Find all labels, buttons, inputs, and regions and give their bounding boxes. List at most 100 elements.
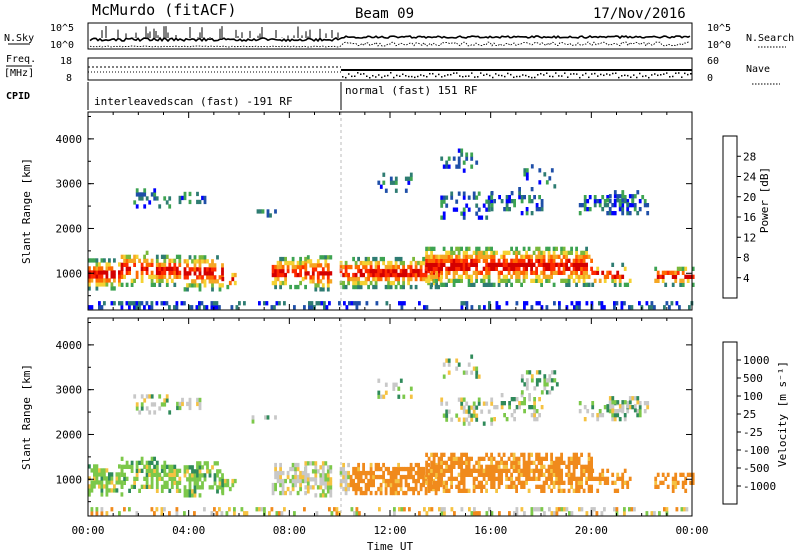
- power-cell: [460, 262, 463, 267]
- velocity-cell: [572, 464, 576, 469]
- power-cell: [678, 305, 681, 310]
- velocity-cell: [515, 511, 519, 516]
- velocity-cell: [522, 484, 526, 489]
- velocity-cell: [397, 478, 400, 484]
- power-cell: [585, 246, 588, 251]
- cpid-strip: CPID interleavedscan (fast) -191 RF norm…: [6, 82, 477, 110]
- power-cell: [133, 278, 136, 283]
- power-cell: [213, 279, 217, 284]
- velocity-cell: [522, 460, 526, 465]
- velocity-cell: [321, 461, 325, 466]
- velocity-cell: [452, 476, 456, 481]
- power-cell: [369, 268, 373, 274]
- power-cell: [427, 268, 430, 274]
- power-cell: [452, 282, 456, 287]
- velocity-cell: [193, 477, 197, 482]
- power-cell: [432, 274, 436, 279]
- velocity-cell: [223, 482, 227, 488]
- velocity-cell: [404, 466, 408, 472]
- velocity-cell: [150, 402, 154, 407]
- power-cell: [565, 278, 568, 283]
- power-cell: [130, 258, 134, 263]
- power-cell: [445, 266, 448, 271]
- velocity-cell: [135, 460, 139, 465]
- power-cell: [120, 270, 124, 275]
- velocity-cell: [206, 469, 209, 474]
- power-cell: [663, 305, 666, 310]
- velocity-cell: [689, 480, 693, 485]
- power-cell: [357, 264, 360, 270]
- power-cell: [372, 284, 375, 290]
- velocity-cell: [233, 511, 236, 516]
- velocity-cell: [445, 484, 448, 489]
- power-cell: [467, 274, 471, 279]
- power-cell: [643, 199, 647, 204]
- velocity-cell: [145, 464, 149, 469]
- velocity-cell: [344, 478, 348, 484]
- power-cell: [487, 262, 491, 267]
- velocity-cell: [176, 405, 179, 411]
- velocity-cell: [407, 474, 410, 480]
- velocity-cell: [437, 464, 441, 469]
- power-cell: [320, 301, 324, 306]
- power-cell: [666, 270, 670, 275]
- power-cell: [532, 270, 536, 275]
- power-cell: [684, 266, 688, 271]
- power-cell: [450, 195, 454, 200]
- power-cell: [216, 279, 219, 284]
- velocity-cell: [492, 484, 496, 489]
- velocity-cell: [193, 481, 197, 486]
- velocity-cell: [638, 413, 642, 418]
- power-cell: [530, 164, 534, 169]
- power-cell: [384, 272, 388, 278]
- power-cell: [470, 254, 473, 259]
- power-cell: [603, 203, 607, 208]
- velocity-cell: [482, 456, 486, 461]
- nave-point: [543, 74, 545, 76]
- power-cell: [620, 301, 624, 306]
- velocity-cell: [542, 472, 546, 477]
- power-cell: [565, 305, 569, 310]
- power-cell: [339, 268, 343, 274]
- velocity-cell: [548, 378, 552, 383]
- power-cell: [402, 284, 405, 290]
- velocity-cell: [621, 484, 625, 489]
- velocity-cell: [369, 470, 373, 476]
- power-cell: [196, 191, 199, 197]
- power-cell: [143, 258, 146, 263]
- power-cell: [442, 211, 446, 216]
- velocity-cell: [158, 472, 162, 477]
- power-cell: [226, 284, 230, 290]
- power-cell: [457, 160, 461, 165]
- power-cell: [374, 280, 378, 286]
- nave-point: [456, 72, 458, 74]
- power-cell: [555, 246, 558, 251]
- power-cell: [375, 301, 379, 306]
- velocity-cell: [342, 478, 345, 484]
- velocity-cell: [615, 507, 619, 512]
- velocity-cell: [412, 474, 415, 480]
- power-cell: [582, 262, 586, 267]
- power-cell: [575, 305, 579, 310]
- power-cell: [100, 274, 104, 279]
- velocity-cell: [538, 507, 541, 512]
- velocity-cell: [140, 402, 144, 407]
- velocity-cell: [155, 507, 159, 512]
- power-cell: [392, 272, 395, 278]
- velocity-cell: [520, 452, 523, 457]
- power-cell: [445, 254, 448, 259]
- velocity-cell: [221, 490, 225, 496]
- velocity-cell: [522, 480, 526, 485]
- power-cell: [623, 266, 627, 271]
- velocity-cell: [291, 466, 295, 472]
- power-cell: [427, 280, 430, 286]
- power-cell: [145, 258, 149, 263]
- velocity-cell: [460, 472, 463, 477]
- velocity-cell: [211, 485, 214, 490]
- power-cell: [606, 211, 610, 216]
- power-cell: [585, 262, 588, 267]
- power-cell: [382, 260, 385, 266]
- velocity-cell: [427, 476, 431, 481]
- power-cell: [435, 270, 438, 275]
